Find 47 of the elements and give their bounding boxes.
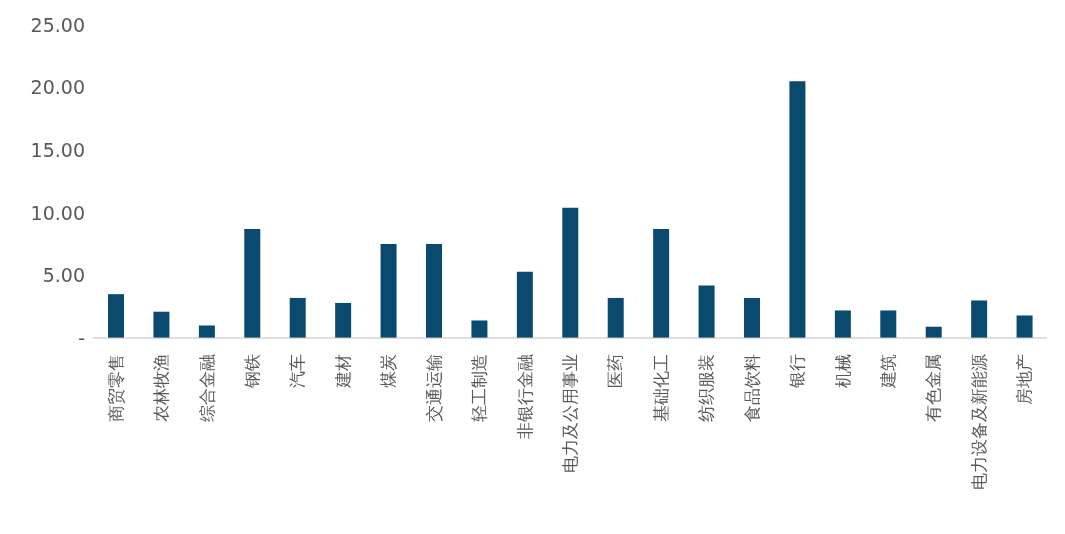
bar (562, 207, 579, 338)
x-tick-label: 建材 (332, 354, 353, 389)
bar (607, 297, 624, 338)
x-tick-label: 医药 (605, 354, 626, 388)
x-tick-label: 汽车 (287, 354, 308, 388)
x-tick-label: 有色金属 (923, 354, 944, 422)
bar (335, 302, 352, 338)
bar (789, 81, 806, 338)
y-tick-label: 10.00 (30, 201, 85, 224)
bar (244, 229, 261, 338)
y-tick-label: 25.00 (30, 13, 85, 36)
bar (971, 300, 988, 338)
bar (153, 311, 170, 338)
bar (834, 310, 851, 338)
bar (516, 271, 533, 338)
x-tick-label: 基础化工 (650, 354, 671, 422)
x-tick-label: 机械 (832, 354, 853, 388)
bar (744, 297, 760, 338)
x-tick-label: 交通运输 (423, 354, 444, 422)
x-tick-label: 轻工制造 (469, 354, 490, 422)
bar (1016, 315, 1033, 338)
bar (698, 285, 715, 338)
x-tick-label: 非银行金融 (514, 354, 535, 439)
bar (653, 229, 670, 338)
bar (471, 320, 488, 338)
y-tick-label: 15.00 (30, 138, 85, 161)
x-tick-label: 建筑 (878, 354, 898, 389)
x-tick-label: 商贸零售 (105, 354, 126, 422)
x-tick-label: 农林牧渔 (151, 354, 172, 422)
bar (880, 310, 897, 338)
bar (380, 244, 397, 338)
x-tick-label: 食品饮料 (741, 354, 762, 422)
x-tick-label: 房地产 (1014, 354, 1035, 405)
x-tick-label: 纺织服装 (696, 354, 717, 422)
bar (108, 294, 124, 338)
x-tick-label: 综合金融 (196, 354, 217, 422)
x-tick-label: 钢铁 (242, 354, 262, 389)
y-tick-label: - (78, 326, 85, 349)
x-tick-label: 电力及公用事业 (560, 354, 580, 473)
bar (289, 297, 306, 338)
y-tick-label: 20.00 (30, 76, 85, 99)
y-tick-label: 5.00 (42, 264, 85, 287)
bar (426, 244, 442, 338)
x-tick-label: 煤炭 (378, 354, 399, 388)
bar (198, 325, 215, 338)
x-tick-label: 电力设备及新能源 (968, 354, 989, 490)
x-tick-label: 银行 (787, 354, 808, 389)
